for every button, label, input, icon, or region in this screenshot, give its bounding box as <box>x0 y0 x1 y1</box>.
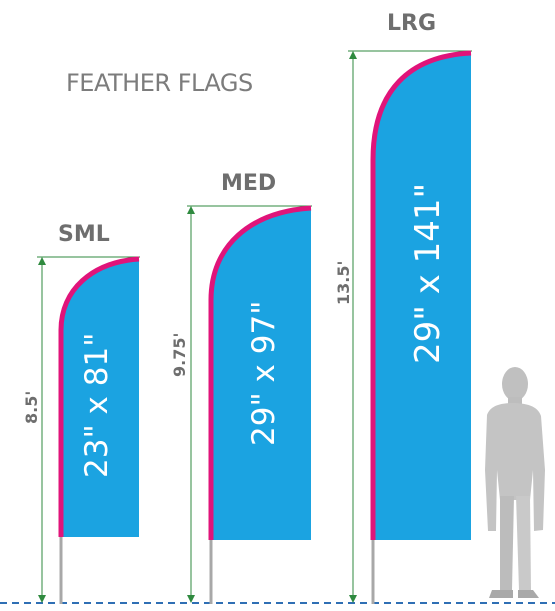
flag-edge <box>208 205 312 540</box>
flag-edge <box>58 256 140 537</box>
flag-medium: MED 9.75' 29" x 97" <box>170 171 312 604</box>
flag-height-label: 13.5' <box>334 261 353 305</box>
arrow-head-up <box>349 51 357 59</box>
arrow-head-down <box>349 595 357 603</box>
flag-height-label: 9.75' <box>170 333 189 377</box>
flag-banner <box>373 53 471 540</box>
flag-banner <box>61 259 139 537</box>
flag-size-label: LRG <box>387 11 436 36</box>
flag-size-label: SML <box>58 222 110 247</box>
person-silhouette-icon <box>485 367 545 598</box>
flag-dimensions: 23" x 81" <box>79 333 115 478</box>
diagram-title: FEATHER FLAGS <box>66 69 253 97</box>
flag-small: SML 8.5' 23" x 81" <box>22 222 140 604</box>
arrow-head-down <box>187 595 195 603</box>
arrow-head-up <box>187 206 195 214</box>
flag-size-label: MED <box>221 171 276 196</box>
flag-height-label: 8.5' <box>22 391 41 424</box>
flag-dimensions: 29" x 141" <box>408 183 448 364</box>
arrow-head-down <box>38 595 46 603</box>
arrow-head-up <box>38 257 46 265</box>
flag-edge <box>370 50 472 540</box>
flag-banner <box>211 208 311 540</box>
flag-dimensions: 29" x 97" <box>246 301 282 446</box>
flag-large: LRG 13.5' 29" x 141" <box>334 11 472 604</box>
